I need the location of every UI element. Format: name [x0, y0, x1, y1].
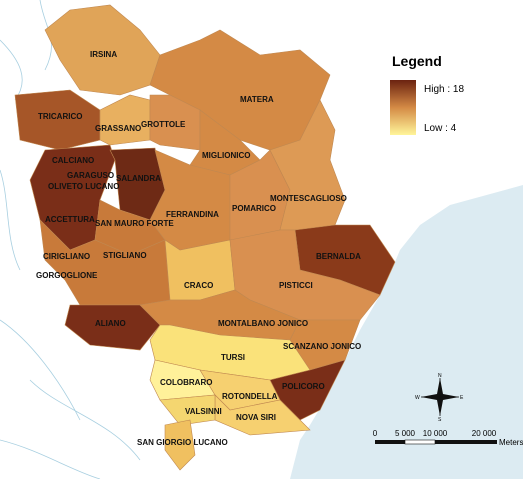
scale-label: 20 000 — [472, 429, 497, 438]
scale-label: 0 — [373, 429, 378, 438]
place-label: GROTTOLE — [141, 120, 186, 129]
scale-bar: 0 5 000 10 000 20 000 Meters — [373, 429, 523, 447]
place-label: COLOBRARO — [160, 378, 212, 387]
place-label: VALSINNI — [185, 407, 222, 416]
place-label: IRSINA — [90, 50, 117, 59]
place-label: STIGLIANO — [103, 251, 147, 260]
labels: IRSINA MATERA TRICARICO GRASSANO GROTTOL… — [36, 50, 361, 447]
scale-segment — [435, 440, 497, 444]
scale-segment — [404, 439, 436, 445]
place-label: BERNALDA — [316, 252, 361, 261]
place-label: SAN MAURO FORTE — [95, 219, 174, 228]
regions — [14, 4, 396, 471]
place-label: GORGOGLIONE — [36, 271, 98, 280]
compass-rose — [421, 378, 459, 416]
compass-label: S — [438, 417, 442, 423]
legend-ramp — [390, 80, 416, 135]
place-label: TURSI — [221, 353, 245, 362]
compass: N S E W — [415, 373, 464, 423]
place-label: ALIANO — [95, 319, 126, 328]
place-label: MONTALBANO JONICO — [218, 319, 308, 328]
place-label: MIGLIONICO — [202, 151, 250, 160]
place-label: MONTESCAGLIOSO — [270, 194, 347, 203]
region — [269, 99, 346, 231]
place-label: FERRANDINA — [166, 210, 219, 219]
place-label: TRICARICO — [38, 112, 82, 121]
place-label: SAN GIORGIO LUCANO — [137, 438, 228, 447]
legend-low: Low : 4 — [424, 123, 457, 134]
place-label: POLICORO — [282, 382, 325, 391]
region — [214, 394, 311, 436]
place-label: CALCIANO — [52, 156, 94, 165]
region — [159, 394, 216, 426]
compass-label: W — [415, 395, 420, 401]
place-label: CIRIGLIANO — [43, 252, 90, 261]
legend: Legend High : 18 Low : 4 — [390, 53, 464, 135]
sea — [290, 185, 523, 479]
place-label: ACCETTURA — [45, 215, 95, 224]
compass-label: E — [460, 395, 464, 401]
place-label: MATERA — [240, 95, 274, 104]
place-label: NOVA SIRI — [236, 413, 276, 422]
scale-label: 5 000 — [395, 429, 416, 438]
place-label: GARAGUSO — [67, 171, 114, 180]
place-label: SCANZANO JONICO — [283, 342, 361, 351]
scale-segment — [375, 440, 405, 444]
place-label: ROTONDELLA — [222, 392, 278, 401]
place-label: POMARICO — [232, 204, 276, 213]
region — [164, 239, 236, 301]
place-label: PISTICCI — [279, 281, 313, 290]
legend-title: Legend — [392, 53, 442, 69]
scale-label: 10 000 — [423, 429, 448, 438]
compass-label: N — [438, 373, 442, 379]
place-label: CRACO — [184, 281, 213, 290]
place-label: GRASSANO — [95, 124, 141, 133]
region — [164, 419, 196, 471]
place-label: SALANDRA — [116, 174, 161, 183]
legend-high: High : 18 — [424, 84, 464, 95]
place-label: OLIVETO LUCANO — [48, 182, 119, 191]
scale-unit: Meters — [499, 438, 523, 447]
